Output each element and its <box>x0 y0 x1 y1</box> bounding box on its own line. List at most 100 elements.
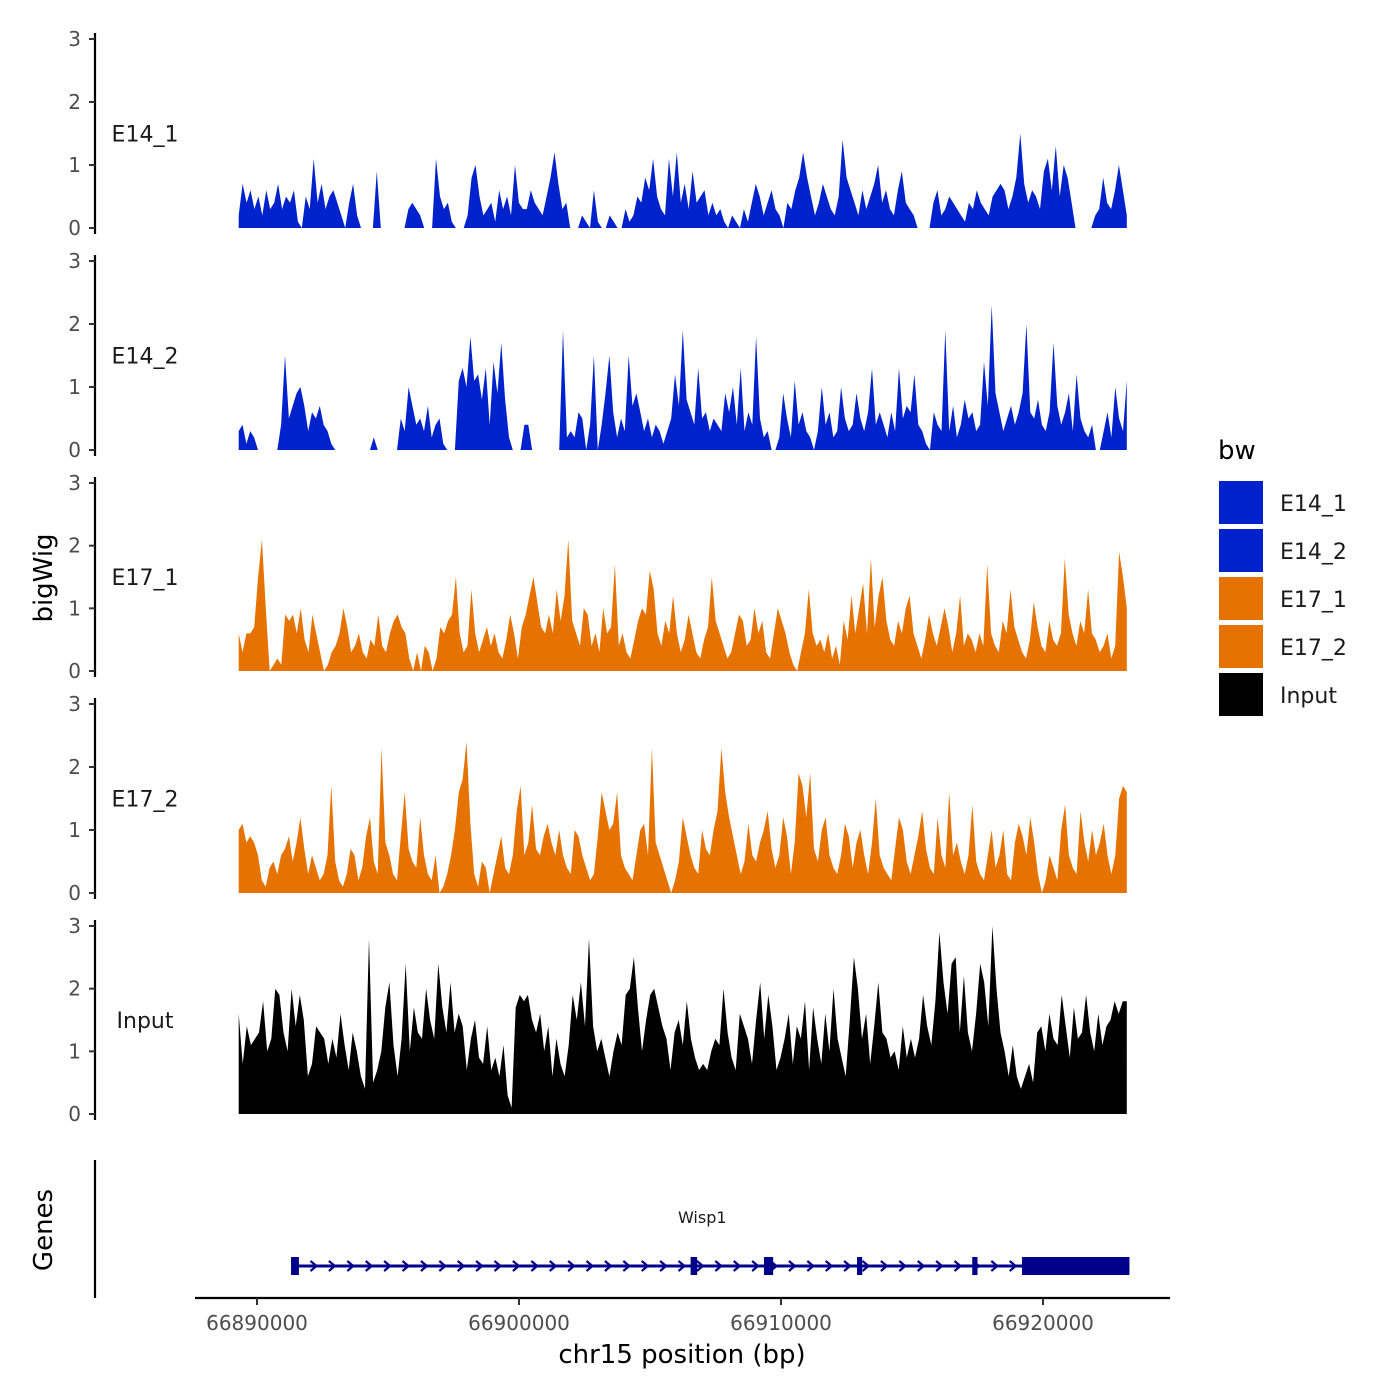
coverage-area-Input <box>238 926 1127 1114</box>
strand-arrow <box>438 1260 448 1272</box>
gene-name-label: Wisp1 <box>678 1208 727 1227</box>
track-label: E17_2 <box>112 788 179 813</box>
strand-arrow <box>935 1260 944 1272</box>
track-panel-E17_2: 0 1 2 3 E17_2 <box>68 692 1127 905</box>
strand-arrow <box>456 1260 466 1272</box>
legend-label: E14_1 <box>1280 492 1347 517</box>
x-axis-title: chr15 position (bp) <box>558 1340 805 1370</box>
strand-arrow <box>585 1260 595 1272</box>
y-tick-label: 0 <box>68 1102 81 1126</box>
gene-exon <box>856 1257 863 1275</box>
x-tick-label: 66910000 <box>730 1311 832 1335</box>
track-panel-Input: 0 1 2 3 Input <box>68 914 1127 1126</box>
strand-arrow <box>659 1260 668 1272</box>
y-tick-label: 3 <box>68 471 81 495</box>
strand-arrow <box>714 1260 724 1272</box>
strand-arrow <box>843 1260 852 1272</box>
track-panel-E14_2: 0 1 2 3 E14_2 <box>68 249 1127 462</box>
y-tick-label: 3 <box>68 692 81 716</box>
legend-title: bw <box>1218 436 1256 466</box>
y-tick-label: 2 <box>68 977 81 1001</box>
track-panel-E17_1: 0 1 2 3 E17_1 <box>68 471 1127 683</box>
legend-swatch-E17_2 <box>1219 625 1263 668</box>
strand-arrow <box>788 1260 797 1272</box>
strand-arrow <box>493 1260 503 1272</box>
y-tick-label: 2 <box>68 312 81 336</box>
coverage-area-E17_2 <box>238 741 1127 893</box>
strand-arrow <box>364 1260 374 1272</box>
strand-arrow <box>953 1260 963 1272</box>
y-tick-label: 1 <box>68 375 81 399</box>
strand-arrow <box>1008 1260 1018 1272</box>
genes-axis-title: Genes <box>29 1189 59 1271</box>
strand-arrow <box>880 1260 889 1272</box>
strand-arrow <box>309 1260 319 1272</box>
track-label: Input <box>117 1009 174 1034</box>
legend-swatch-E14_2 <box>1219 529 1263 572</box>
gene-exon <box>763 1257 774 1275</box>
legend-swatch-E17_1 <box>1219 577 1263 620</box>
x-tick-label: 66900000 <box>468 1311 570 1335</box>
strand-arrow <box>824 1260 834 1272</box>
strand-arrow <box>548 1260 558 1272</box>
strand-arrow <box>806 1260 816 1272</box>
y-tick-label: 0 <box>68 881 81 905</box>
y-tick-label: 1 <box>68 818 81 842</box>
strand-arrow <box>640 1260 650 1272</box>
x-tick-label: 66920000 <box>992 1311 1094 1335</box>
y-tick-label: 1 <box>68 596 81 620</box>
tracks-layer: 0 1 2 3 E14_1 0 1 2 3 E14_2 0 1 2 3 E17_1 0 1 2 3 E17_2 0 1 2 3… <box>68 27 1127 1126</box>
gene-exon <box>291 1257 299 1275</box>
strand-arrow <box>475 1260 484 1272</box>
y-tick-label: 2 <box>68 534 81 558</box>
y-axis-title: bigWig <box>29 533 59 622</box>
legend-swatch-E14_1 <box>1219 481 1263 524</box>
y-tick-label: 2 <box>68 755 81 779</box>
strand-arrow <box>916 1260 926 1272</box>
strand-arrow <box>990 1260 1000 1272</box>
coverage-area-E17_1 <box>238 539 1127 671</box>
track-label: E14_1 <box>112 123 179 148</box>
strand-arrow <box>604 1260 613 1272</box>
strand-arrow <box>383 1260 392 1272</box>
coverage-area-E14_2 <box>238 305 1127 450</box>
y-tick-label: 0 <box>68 659 81 683</box>
y-tick-label: 1 <box>68 153 81 177</box>
track-panel-E14_1: 0 1 2 3 E14_1 <box>68 27 1127 240</box>
gene-exon <box>690 1257 698 1275</box>
strand-arrow <box>622 1260 632 1272</box>
legend-label: E17_1 <box>1280 588 1347 613</box>
x-axis: 66890000 66900000 66910000 66920000 <box>195 1296 1170 1335</box>
y-tick-label: 0 <box>68 216 81 240</box>
strand-arrow <box>732 1260 742 1272</box>
track-label: E17_1 <box>112 566 179 591</box>
coverage-area-E14_1 <box>238 133 1127 228</box>
strand-arrow <box>696 1260 705 1272</box>
legend-label: E14_2 <box>1280 540 1347 565</box>
strand-arrow <box>861 1260 871 1272</box>
legend-label: E17_2 <box>1280 636 1347 661</box>
strand-arrow <box>677 1260 687 1272</box>
track-label: E14_2 <box>112 345 179 370</box>
gene-exon <box>1022 1257 1130 1275</box>
strand-arrow <box>898 1260 908 1272</box>
gene-exon <box>972 1257 978 1275</box>
y-tick-label: 2 <box>68 90 81 114</box>
genes-layer: Wisp1 <box>93 1160 1130 1298</box>
legend-swatch-Input <box>1219 673 1263 716</box>
y-tick-label: 0 <box>68 438 81 462</box>
y-tick-label: 1 <box>68 1039 81 1063</box>
y-tick-label: 3 <box>68 27 81 51</box>
strand-arrow <box>346 1260 356 1272</box>
strand-arrow <box>530 1260 540 1272</box>
y-tick-label: 3 <box>68 249 81 273</box>
legend-label: Input <box>1280 684 1337 709</box>
strand-arrow <box>751 1260 760 1272</box>
legend: bw E14_1 E14_2 E17_1 E17_2 Input <box>1218 436 1347 716</box>
strand-arrow <box>401 1260 411 1272</box>
x-tick-label: 66890000 <box>206 1311 308 1335</box>
strand-arrow <box>328 1260 337 1272</box>
y-tick-label: 3 <box>68 914 81 938</box>
